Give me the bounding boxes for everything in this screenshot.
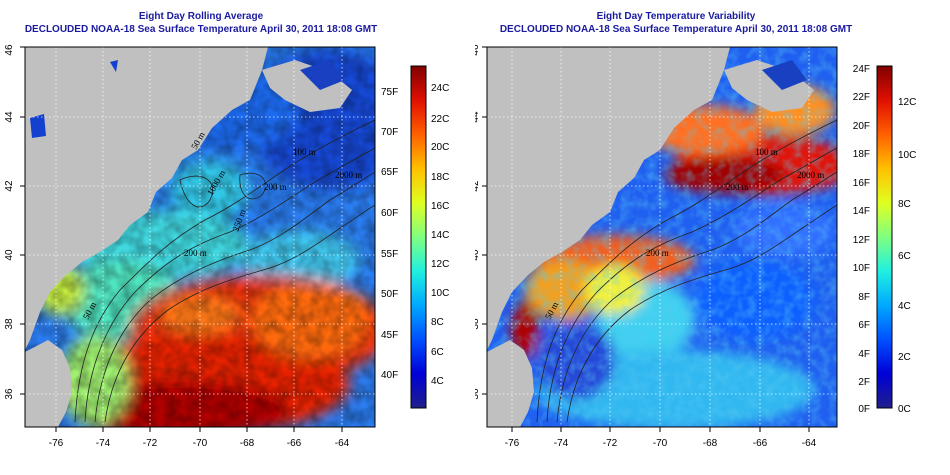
colorbar-label-f: 50F [381,289,398,300]
colorbar-label-c: 8C [898,199,911,210]
colorbar-label-c: 10C [898,150,916,161]
colorbar-label-c: 4C [431,376,444,387]
colorbar-label-f: 22F [853,92,870,103]
colorbar-label-f: 6F [858,320,870,331]
map-subtitle: DECLOUDED NOAA-18 Sea Surface Temperatur… [499,24,853,35]
colorbar-label-c: 18C [431,172,449,183]
contour-label: 200 m [184,248,207,258]
x-tick-label: -72 [143,438,158,449]
colorbar-label-f: 75F [381,87,398,98]
colorbar-label-c: 6C [431,347,444,358]
land-mass [487,47,730,350]
map-subtitle: DECLOUDED NOAA-18 Sea Surface Temperatur… [24,24,378,35]
colorbar-label-f: 24F [853,64,870,75]
colorbar-label-c: 2C [898,352,911,363]
land-mass [487,340,534,427]
colorbar-label-f: 0F [858,404,870,415]
colorbar-label-c: 12C [898,97,916,108]
x-tick-label: -76 [505,438,520,449]
contour-label: 2000 m [797,170,824,180]
colorbar [410,65,427,409]
y-tick-label: 42 [475,180,481,192]
y-tick-label: 42 [4,180,15,192]
y-tick-label: 38 [4,318,15,330]
colorbar-label-f: 65F [381,167,398,178]
y-tick-label: 40 [475,249,481,261]
contour-label: 200 m [726,182,749,192]
colorbar-label-c: 12C [431,259,449,270]
colorbar-label-f: 20F [853,121,870,132]
colorbar-label-f: 2F [858,377,870,388]
colorbar-label-c: 10C [431,288,449,299]
x-tick-label: -64 [335,438,350,449]
contour-label: 2000 m [335,170,362,180]
sst-variability-map: 100 m 2000 m 200 m 50 m 200 m -76 -74 -7… [475,44,916,449]
land-mass [25,340,72,427]
colorbar-label-f: 12F [853,235,870,246]
y-tick-label: 38 [475,318,481,330]
colorbar-label-f: 45F [381,330,398,341]
colorbar-label-f: 16F [853,178,870,189]
colorbar-label-c: 20C [431,142,449,153]
contour-label: 100 m [755,147,778,157]
contour-label: 100 m [293,147,316,157]
bathymetry-contours [536,119,837,423]
land-mass [25,47,268,350]
colorbar-label-c: 14C [431,230,449,241]
sst-average-map: 100 m 2000 m 200 m 50 m 200 m 50 m 250 m… [4,44,449,449]
x-tick-label: -64 [802,438,817,449]
lat-lon-grid [25,47,375,427]
lat-lon-grid [487,47,837,427]
colorbar-label-f: 18F [853,149,870,160]
x-tick-label: -72 [603,438,618,449]
sst-variability-field [487,47,837,427]
colorbar-label-f: 60F [381,208,398,219]
colorbar-label-f: 70F [381,127,398,138]
colorbar-label-c: 8C [431,317,444,328]
colorbar-label-f: 55F [381,249,398,260]
x-tick-label: -76 [49,438,64,449]
colorbar-label-c: 22C [431,114,449,125]
colorbar-label-f: 40F [381,370,398,381]
sst-variability-panel: Eight Day Temperature Variability DECLOU… [475,0,950,475]
x-tick-label: -66 [287,438,302,449]
colorbar-label-f: 8F [858,292,870,303]
y-tick-label: 44 [475,111,481,123]
colorbar-label-f: 14F [853,206,870,217]
y-tick-label: 46 [4,44,15,56]
y-tick-label: 36 [4,388,15,400]
colorbar-label-f: 4F [858,349,870,360]
x-tick-label: -68 [703,438,718,449]
sst-average-panel: Eight Day Rolling Average DECLOUDED NOAA… [4,11,449,449]
sst-average-field [25,47,375,427]
x-tick-label: -74 [554,438,569,449]
colorbar-label-c: 4C [898,301,911,312]
colorbar-label-c: 6C [898,251,911,262]
contour-label: 200 m [264,182,287,192]
colorbar-label-c: 16C [431,201,449,212]
map-title: Eight Day Temperature Variability [596,11,756,22]
x-tick-label: -66 [753,438,768,449]
colorbar-label-c: 0C [898,404,911,415]
y-tick-label: 46 [475,44,481,56]
bathymetry-contours [74,119,375,423]
y-tick-label: 40 [4,249,15,261]
y-tick-label: 44 [4,111,15,123]
x-tick-label: -70 [653,438,668,449]
colorbar-label-f: 10F [853,263,870,274]
y-tick-label: 36 [475,388,481,400]
map-frame [486,46,838,428]
map-title: Eight Day Rolling Average [138,11,264,22]
colorbar-label-c: 24C [431,83,449,94]
colorbar [876,65,893,409]
x-tick-label: -68 [240,438,255,449]
contour-label: 200 m [646,248,669,258]
x-tick-label: -70 [193,438,208,449]
x-tick-label: -74 [96,438,111,449]
